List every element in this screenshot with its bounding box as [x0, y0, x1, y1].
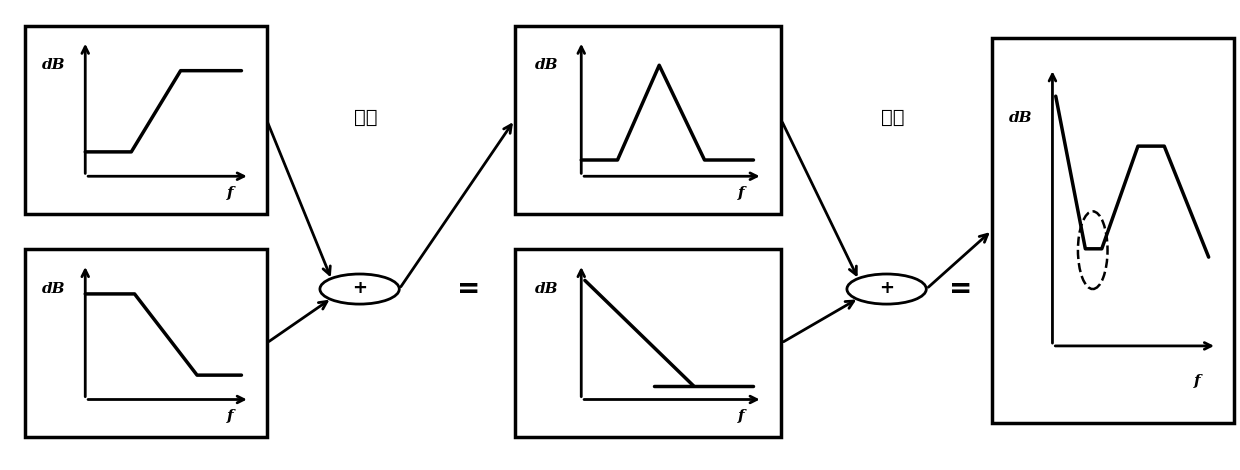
Text: +: + — [879, 279, 894, 297]
Text: dB: dB — [42, 58, 66, 72]
Text: dB: dB — [534, 282, 558, 296]
Text: f: f — [227, 186, 233, 200]
Text: dB: dB — [1009, 111, 1033, 125]
Bar — [515, 26, 781, 214]
Text: f: f — [1194, 374, 1200, 388]
Text: dB: dB — [534, 58, 558, 72]
Bar — [25, 249, 267, 437]
Text: f: f — [738, 186, 744, 200]
Text: =: = — [458, 275, 480, 303]
Text: +: + — [352, 279, 367, 297]
Bar — [992, 38, 1234, 423]
Text: dB: dB — [42, 282, 66, 296]
Bar — [515, 249, 781, 437]
Text: =: = — [950, 275, 972, 303]
Text: 串联: 串联 — [355, 108, 377, 127]
Bar — [25, 26, 267, 214]
Text: 并联: 并联 — [882, 108, 904, 127]
Text: f: f — [227, 409, 233, 423]
Circle shape — [320, 274, 399, 304]
Circle shape — [847, 274, 926, 304]
Text: f: f — [738, 409, 744, 423]
